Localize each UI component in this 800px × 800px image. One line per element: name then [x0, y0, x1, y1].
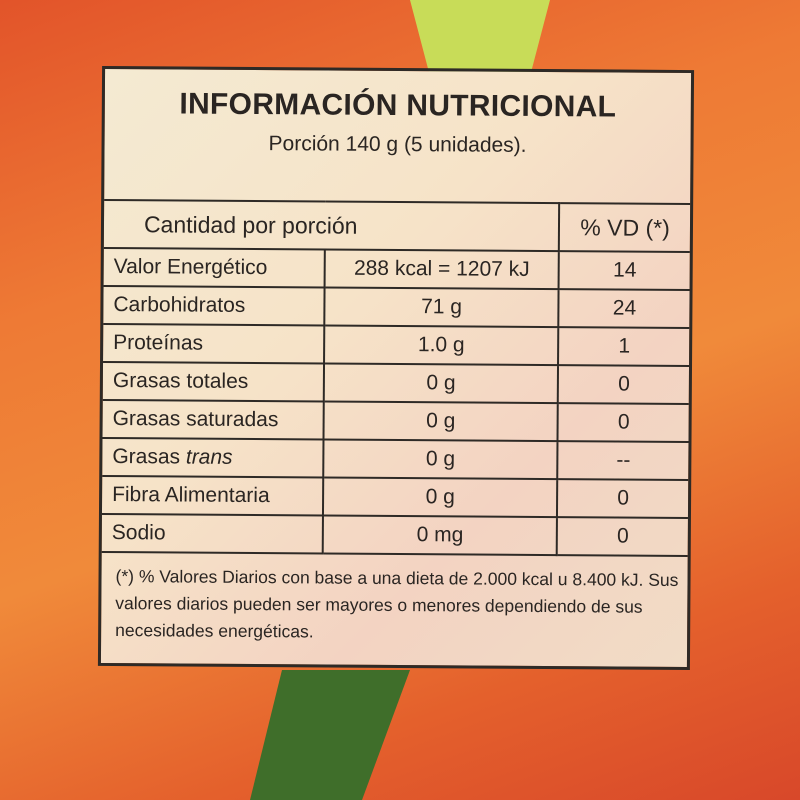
nutrient-name: Grasas totales [102, 361, 325, 402]
nutrient-value: 0 g [323, 477, 558, 518]
nutrient-value: 1.0 g [324, 325, 559, 366]
nutrient-name: Fibra Alimentaria [101, 475, 324, 516]
portion-size: Porción 140 g (5 unidades). [268, 132, 527, 157]
background-decoration [410, 0, 550, 80]
nutrient-name: Valor Energético [103, 247, 325, 288]
nutrient-name-text: Valor Energético [113, 255, 268, 280]
nutrient-value: 0 g [323, 439, 558, 480]
nutrient-vd: 0 [557, 365, 690, 405]
table-header-row: Cantidad por porción % VD (*) [103, 199, 691, 253]
nutrient-name-italic: trans [185, 445, 233, 469]
nutrient-value: 0 g [323, 401, 558, 442]
nutrient-vd: 0 [557, 403, 689, 443]
nutrient-name-text: Fibra Alimentaria [112, 483, 270, 508]
nutrient-name: Proteínas [103, 323, 325, 364]
nutrient-name: Grasas trans [102, 437, 324, 478]
nutrient-name: Carbohidratos [103, 285, 325, 326]
table-row: Carbohidratos 71 g 24 [103, 285, 690, 329]
nutrition-table: Cantidad por porción % VD (*) Valor Ener… [101, 199, 691, 557]
nutrient-name-text: Carbohidratos [113, 293, 246, 317]
nutrient-value: 71 g [324, 287, 559, 328]
nutrient-name: Sodio [101, 513, 324, 554]
nutrient-value: 0 g [323, 363, 559, 404]
footnote: (*) % Valores Diarios con base a una die… [115, 566, 679, 642]
nutrient-name-text: Proteínas [113, 331, 204, 355]
nutrient-name: Grasas saturadas [102, 399, 324, 440]
nutrition-facts-label: INFORMACIÓN NUTRICIONAL Porción 140 g (5… [97, 65, 695, 671]
nutrient-name-text: Grasas [112, 445, 186, 469]
nutrient-vd: 14 [558, 251, 690, 291]
nutrient-vd: 1 [558, 327, 690, 367]
nutrient-vd: -- [557, 441, 689, 481]
table-row: Sodio 0 mg 0 [101, 513, 688, 557]
nutrient-name-text: Sodio [111, 521, 166, 545]
nutrient-vd: 0 [556, 517, 688, 557]
nutrient-vd: 24 [558, 289, 690, 329]
nutrient-name-text: Grasas totales [112, 369, 249, 393]
header-vd: % VD (*) [559, 203, 691, 253]
nutrient-name-text: Grasas saturadas [112, 407, 279, 432]
table-row: Grasas trans 0 g -- [102, 437, 689, 481]
nutrient-value: 0 mg [322, 515, 558, 556]
background-decoration [250, 670, 410, 800]
nutrient-vd: 0 [557, 479, 689, 519]
label-title: INFORMACIÓN NUTRICIONAL [179, 87, 617, 124]
nutrient-value: 288 kcal = 1207 kJ [324, 249, 560, 290]
table-row: Valor Energético 288 kcal = 1207 kJ 14 [103, 247, 690, 291]
header-amount: Cantidad por porción [103, 199, 560, 252]
